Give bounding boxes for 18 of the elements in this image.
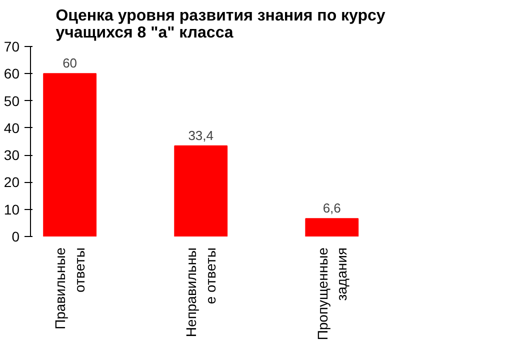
data-label: 6,6: [322, 200, 341, 216]
x-tick-label: Неправильны е ответы: [183, 247, 218, 338]
y-tick-label: 70: [4, 38, 20, 54]
data-label: 60: [62, 56, 78, 71]
y-tick-label: 30: [4, 147, 20, 164]
bar: [174, 145, 228, 236]
bar: [43, 73, 97, 236]
chart-title: Оценка уровня развития знания по курсу учащихся 8 "а" класса: [56, 8, 386, 42]
y-tick-label: 60: [4, 66, 20, 82]
y-tick-label: 20: [4, 174, 20, 190]
y-tick-label: 50: [4, 92, 20, 109]
y-tick-label: 40: [4, 120, 20, 136]
x-tick-label: Правильные ответы: [52, 247, 88, 330]
bar: [305, 218, 359, 236]
data-label: 33,4: [188, 128, 214, 143]
x-tick-label: Пропущенные задания: [314, 247, 350, 340]
y-tick-label: 10: [4, 201, 20, 218]
y-tick-label: 0: [12, 228, 20, 244]
